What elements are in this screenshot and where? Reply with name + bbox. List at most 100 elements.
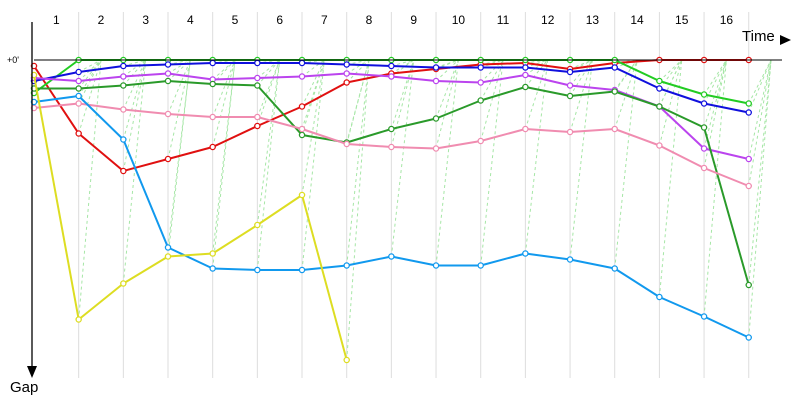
data-point (522, 250, 529, 257)
connector-line (301, 59, 325, 130)
connector-line (658, 59, 683, 107)
connector-line (569, 59, 593, 73)
connector-line (212, 59, 236, 269)
data-point (164, 244, 172, 251)
data-point (477, 262, 484, 269)
data-point (298, 191, 306, 199)
data-point (298, 59, 306, 67)
connector-line (78, 59, 102, 104)
connector-line (390, 59, 415, 148)
data-point (432, 115, 440, 122)
data-point (120, 106, 127, 113)
connector-line (569, 59, 593, 86)
data-point (209, 113, 216, 121)
x-tick-label: 5 (232, 13, 239, 27)
data-point (254, 266, 261, 274)
connector-line (390, 59, 415, 257)
data-point (120, 167, 127, 175)
data-point (75, 92, 82, 100)
x-tick-label: 15 (675, 13, 689, 27)
x-tick-label: 13 (586, 13, 600, 27)
data-point (120, 280, 127, 287)
connector-line (78, 59, 102, 89)
connector-line (525, 59, 548, 68)
data-point (745, 281, 752, 289)
connector-line (703, 59, 727, 317)
data-point (522, 64, 529, 71)
data-point (700, 145, 708, 152)
data-point (254, 221, 261, 229)
y-axis-title: Gap (10, 379, 38, 396)
x-tick-label: 11 (497, 13, 510, 27)
data-point (477, 79, 484, 86)
connector-line (614, 59, 638, 269)
connector-line (257, 59, 281, 79)
data-point (522, 125, 529, 133)
data-point (209, 265, 216, 272)
series-3 (30, 59, 752, 116)
x-tick-labels: 1 2 3 4 5 6 7 8 9 10 11 12 13 14 15 16 (53, 13, 733, 27)
data-point (164, 155, 172, 163)
series-lines (30, 56, 752, 364)
connector-line (480, 59, 504, 142)
connector-line (78, 59, 102, 97)
x-tick-label: 4 (187, 13, 194, 27)
connector-line (748, 59, 772, 286)
x-tick-label: 1 (53, 13, 60, 27)
data-point (656, 85, 663, 92)
data-point (656, 142, 663, 149)
data-point (388, 73, 395, 80)
connector-line (435, 59, 459, 149)
x-tick-label: 8 (366, 13, 373, 27)
connector-line (78, 59, 102, 320)
data-point (298, 131, 306, 139)
data-point (566, 92, 574, 100)
connector-line (123, 59, 146, 77)
connector-line (301, 59, 325, 196)
data-point (432, 262, 440, 269)
x-tick-label: 3 (142, 13, 149, 27)
connector-line (346, 59, 370, 74)
y-tick-zero: +0' (7, 55, 19, 65)
data-point (611, 125, 618, 133)
data-point (164, 61, 172, 68)
y-axis-arrow-icon (27, 366, 37, 378)
data-point (522, 71, 529, 79)
x-tick-label: 7 (321, 13, 328, 27)
connector-line (346, 59, 370, 361)
data-point (388, 62, 395, 70)
data-point (164, 110, 172, 118)
connector-line (167, 59, 191, 74)
data-point (566, 68, 574, 76)
connector-line (391, 59, 414, 77)
connector-line (480, 59, 504, 68)
data-point (611, 265, 618, 272)
connector-line (390, 59, 415, 130)
pit-connectors (78, 59, 772, 361)
connector-line (748, 59, 772, 187)
connector-line (78, 59, 102, 134)
connector-line (301, 59, 325, 107)
connector-line (122, 59, 147, 284)
connector-line (480, 59, 504, 266)
connector-line (525, 59, 548, 76)
connector-line (658, 59, 683, 298)
x-tick-label: 14 (630, 13, 644, 27)
data-point (656, 293, 663, 301)
connector-line (658, 59, 683, 146)
data-point (343, 262, 350, 269)
data-point (254, 59, 261, 67)
data-point (254, 122, 261, 130)
data-point (298, 103, 306, 110)
x-tick-label: 16 (720, 13, 734, 27)
data-point (388, 143, 395, 151)
data-point (566, 256, 574, 263)
x-tick-label: 6 (276, 13, 283, 27)
connector-line (524, 59, 549, 130)
x-tick-label: 2 (98, 13, 105, 27)
x-tick-label: 10 (452, 13, 466, 27)
data-point (298, 73, 306, 80)
connector-line (748, 59, 772, 160)
data-point (700, 164, 708, 172)
data-point (432, 145, 440, 152)
